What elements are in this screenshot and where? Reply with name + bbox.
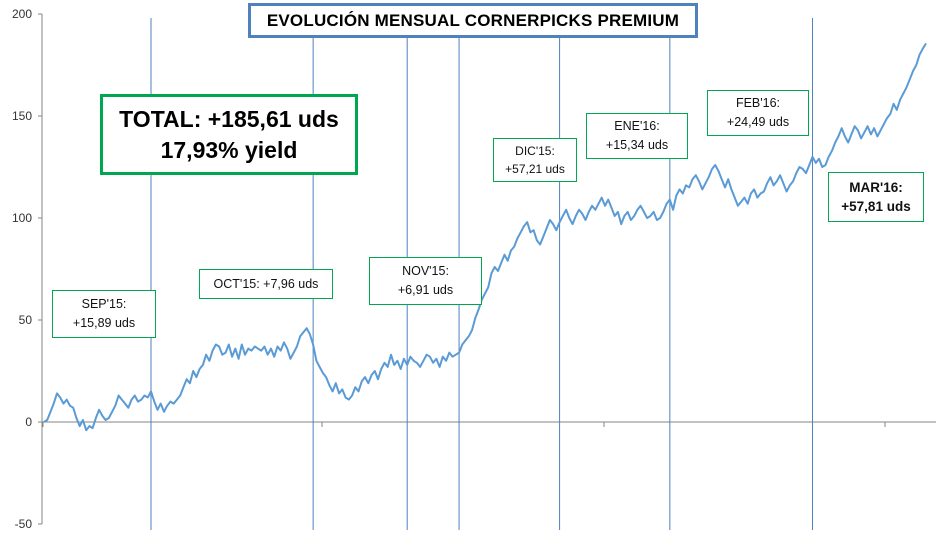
month-value: +24,49 uds: [726, 115, 790, 129]
total-box: TOTAL: +185,61 uds 17,93% yield: [100, 94, 358, 175]
month-value: +57,81 uds: [841, 199, 911, 214]
month-name: ENE'16:: [614, 119, 660, 133]
total-units: TOTAL: +185,61 uds: [119, 105, 339, 132]
chart-series: [43, 42, 927, 432]
chart-axes: 200 150 100 50 0 -50: [12, 7, 936, 531]
month-label-ene16: ENE'16: +15,34 uds: [586, 113, 688, 159]
month-label-dic15: DIC'15: +57,21 uds: [493, 138, 577, 182]
month-value: +57,21 uds: [505, 162, 565, 176]
month-name: SEP'15:: [81, 297, 127, 311]
month-name: OCT'15: +7,96 uds: [213, 276, 319, 291]
month-value: +15,34 uds: [605, 138, 669, 152]
month-name: MAR'16:: [849, 180, 903, 195]
month-label-sep15: SEP'15: +15,89 uds: [52, 290, 156, 338]
total-yield: 17,93% yield: [160, 136, 298, 163]
month-name: NOV'15:: [402, 264, 449, 278]
y-tick-label: 0: [25, 415, 32, 429]
y-tick-label: 150: [12, 109, 32, 123]
month-label-oct15: OCT'15: +7,96 uds: [199, 269, 333, 299]
month-label-feb16: FEB'16: +24,49 uds: [707, 90, 809, 136]
month-label-mar16: MAR'16: +57,81 uds: [828, 172, 924, 222]
series-line: [43, 42, 927, 432]
y-tick-label: 100: [12, 211, 32, 225]
month-name: FEB'16:: [735, 96, 781, 110]
month-name: DIC'15:: [515, 144, 555, 158]
month-value: +15,89 uds: [72, 316, 136, 330]
y-tick-label: 200: [12, 7, 32, 21]
chart-title: EVOLUCIÓN MENSUAL CORNERPICKS PREMIUM: [248, 3, 698, 38]
month-value: +6,91 uds: [397, 283, 454, 297]
month-label-nov15: NOV'15: +6,91 uds: [369, 257, 482, 305]
y-tick-label: -50: [15, 517, 33, 531]
y-tick-label: 50: [19, 313, 33, 327]
